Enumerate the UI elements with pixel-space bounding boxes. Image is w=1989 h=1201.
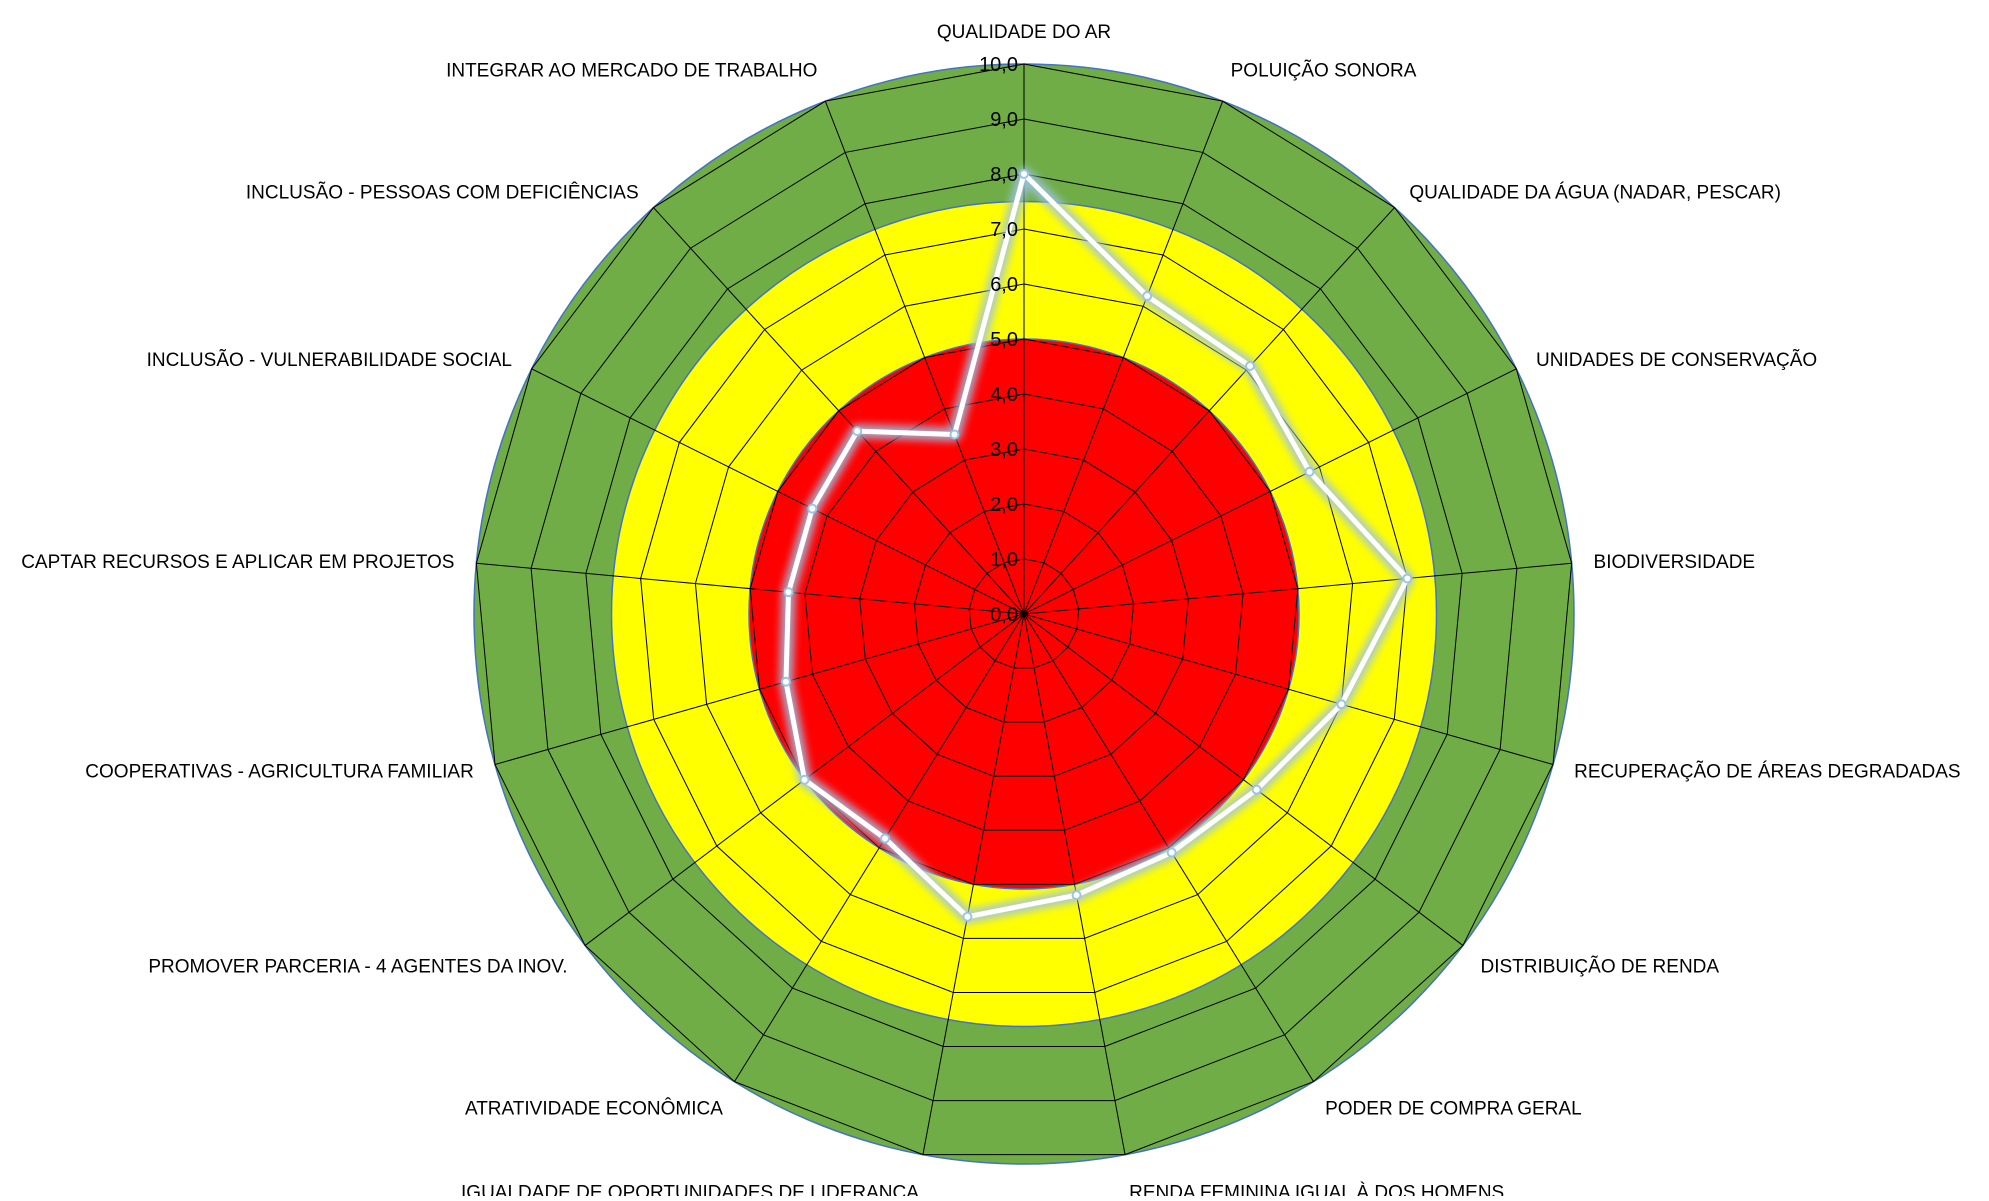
grid-ring-3 <box>859 448 1189 777</box>
spoke-7 <box>1023 613 1464 946</box>
tick-label: 1,0 <box>990 549 1018 571</box>
spoke-14 <box>476 562 1025 615</box>
grid-ring-10 <box>475 63 1573 1156</box>
data-point-12 <box>799 774 810 785</box>
category-label: IGUALDADE DE OPORTUNIDADES DE LIDERANÇA <box>461 1182 919 1196</box>
category-label: INCLUSÃO - VULNERABILIDADE SOCIAL <box>147 349 512 371</box>
data-point-13 <box>780 676 791 687</box>
grid-ring-8 <box>585 173 1463 1048</box>
radial-tick-labels: 0,0 1,0 2,0 3,0 4,0 5,0 6,0 7,0 8,0 9,0 10,0 <box>979 54 1018 626</box>
spoke-9 <box>1023 613 1126 1155</box>
tick-label: 6,0 <box>990 274 1018 296</box>
category-label: INTEGRAR AO MERCADO DE TRABALHO <box>446 61 817 82</box>
grid-ring-2 <box>913 503 1135 723</box>
spoke-3 <box>1023 207 1395 615</box>
tick-label: 5,0 <box>990 329 1018 351</box>
category-label: POLUIÇÃO SONORA <box>1231 60 1417 82</box>
grid-ring-4 <box>804 393 1244 831</box>
data-point-9 <box>1071 890 1082 901</box>
data-point-6 <box>1336 699 1347 710</box>
tick-label: 3,0 <box>990 439 1018 461</box>
category-label: COOPERATIVAS - AGRICULTURA FAMILIAR <box>85 762 474 783</box>
category-label: QUALIDADE DO AR <box>937 22 1111 43</box>
category-label: RENDA FEMININA IGUAL À DOS HOMENS <box>1129 1182 1504 1196</box>
data-point-1 <box>1019 169 1029 179</box>
tick-label: 9,0 <box>990 109 1018 131</box>
tick-label: 0,0 <box>990 604 1018 626</box>
spoke-16 <box>653 207 1025 615</box>
category-label: PODER DE COMPRA GERAL <box>1325 1098 1582 1119</box>
grid-ring-1 <box>968 558 1080 669</box>
data-point-2 <box>1142 291 1153 302</box>
tick-label: 2,0 <box>990 494 1018 516</box>
data-point-5 <box>1402 573 1413 584</box>
data-point-15 <box>807 503 818 514</box>
spoke-15 <box>531 368 1025 615</box>
data-point-14 <box>783 587 794 598</box>
grid-ring-9 <box>530 118 1518 1102</box>
tick-label: 4,0 <box>990 384 1018 406</box>
spoke-10 <box>922 613 1025 1155</box>
spoke-17 <box>824 100 1025 615</box>
series-layer <box>778 167 1415 924</box>
grid-ring-5 <box>749 338 1299 885</box>
grid-ring-7 <box>640 228 1408 993</box>
spoke-5 <box>1023 562 1572 615</box>
category-label: INCLUSÃO - PESSOAS COM DEFICIÊNCIAS <box>246 181 639 203</box>
category-label: QUALIDADE DA ÁGUA (NADAR, PESCAR) <box>1409 182 1781 203</box>
data-point-17 <box>949 429 960 440</box>
data-point-10 <box>962 911 973 922</box>
category-label: PROMOVER PARCERIA - 4 AGENTES DA INOV. <box>148 957 567 978</box>
data-point-7 <box>1251 784 1262 795</box>
spoke-11 <box>734 613 1025 1082</box>
category-label: ATRATIVIDADE ECONÔMICA <box>465 1097 723 1119</box>
tick-label: 8,0 <box>990 164 1018 186</box>
spoke-6 <box>1023 613 1554 765</box>
data-point-8 <box>1166 847 1177 858</box>
category-label: DISTRIBUIÇÃO DE RENDA <box>1480 956 1719 978</box>
spoke-13 <box>494 613 1025 765</box>
data-point-16 <box>852 426 863 437</box>
series-line <box>783 171 1410 920</box>
tick-label: 7,0 <box>990 219 1018 241</box>
category-label: BIODIVERSIDADE <box>1594 552 1756 573</box>
category-label: UNIDADES DE CONSERVAÇÃO <box>1536 349 1817 371</box>
data-point-4 <box>1304 466 1315 477</box>
data-point-3 <box>1245 361 1256 372</box>
spoke-4 <box>1023 368 1517 615</box>
data-point-11 <box>880 833 891 844</box>
category-label: RECUPERAÇÃO DE ÁREAS DEGRADADAS <box>1574 761 1960 783</box>
category-label: CAPTAR RECURSOS E APLICAR EM PROJETOS <box>21 552 454 573</box>
spoke-2 <box>1023 100 1224 615</box>
grid-ring-6 <box>694 283 1354 939</box>
tick-label: 10,0 <box>979 54 1018 76</box>
